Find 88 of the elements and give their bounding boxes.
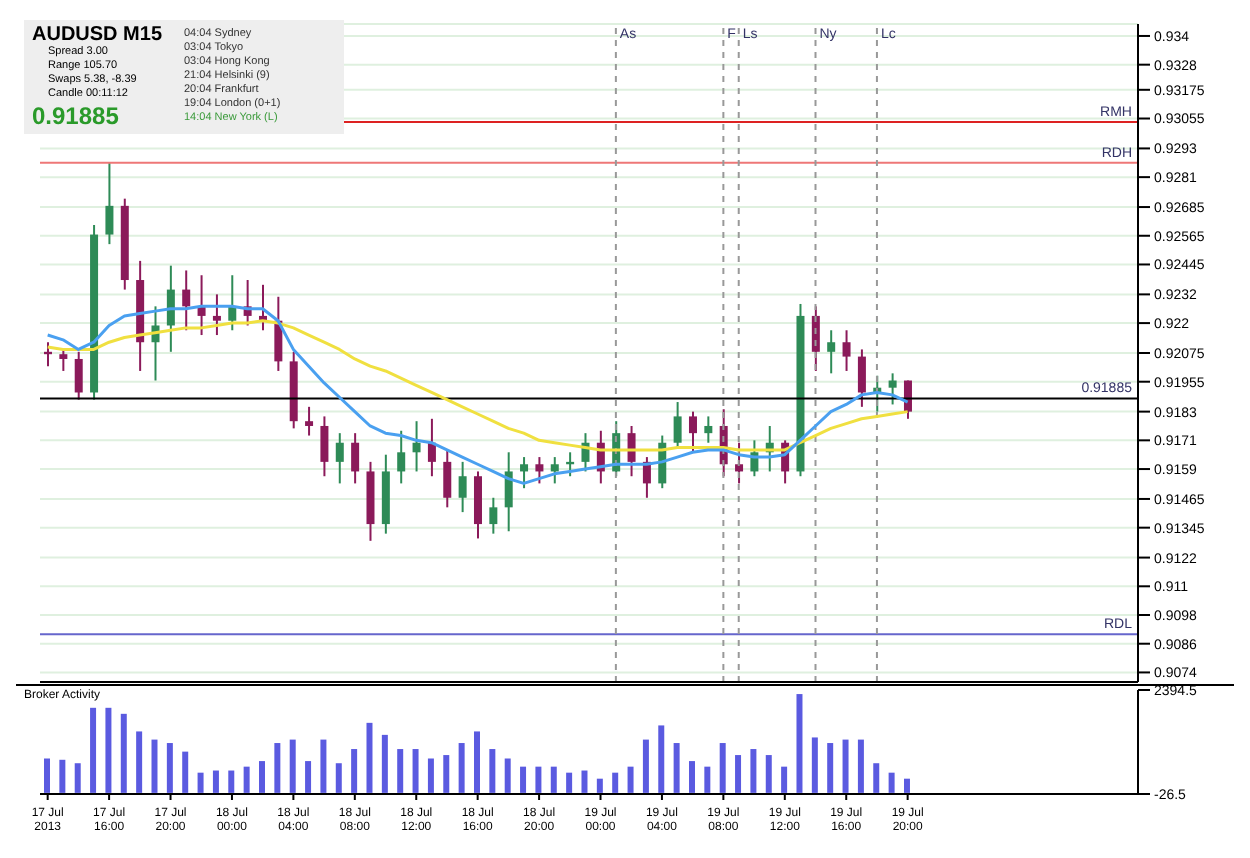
candlestick bbox=[228, 274, 237, 332]
candlestick bbox=[504, 451, 513, 533]
bar bbox=[735, 755, 742, 793]
bar bbox=[566, 772, 573, 793]
candlestick bbox=[182, 269, 191, 332]
candlestick bbox=[74, 350, 83, 401]
candlestick bbox=[427, 417, 436, 478]
bar bbox=[658, 725, 665, 793]
candlestick bbox=[704, 415, 713, 444]
bar bbox=[627, 766, 634, 793]
candlestick bbox=[842, 329, 851, 372]
bar bbox=[136, 731, 143, 793]
bar bbox=[351, 749, 358, 793]
bar bbox=[44, 758, 50, 793]
bar bbox=[873, 763, 880, 793]
bar bbox=[166, 743, 173, 793]
candlestick bbox=[535, 456, 544, 485]
bar bbox=[750, 749, 757, 793]
bar bbox=[642, 739, 649, 793]
candlestick bbox=[458, 460, 467, 514]
bar bbox=[842, 739, 849, 793]
bar bbox=[366, 722, 373, 793]
candlestick bbox=[443, 448, 452, 509]
candlestick bbox=[688, 410, 697, 454]
annotation: 0.91885 bbox=[32, 102, 121, 130]
candlestick bbox=[857, 348, 866, 408]
bar bbox=[596, 778, 603, 793]
bar bbox=[581, 770, 588, 793]
bar bbox=[397, 749, 404, 793]
bar bbox=[796, 694, 803, 793]
bar bbox=[258, 761, 265, 793]
bar bbox=[827, 743, 834, 793]
candlestick bbox=[320, 415, 329, 478]
bar bbox=[412, 749, 419, 793]
bar bbox=[688, 761, 695, 793]
bar bbox=[381, 734, 388, 793]
bar bbox=[228, 770, 235, 793]
candlestick bbox=[473, 470, 482, 540]
candlestick bbox=[673, 401, 682, 449]
bar bbox=[120, 713, 127, 793]
bar bbox=[888, 772, 895, 793]
bar bbox=[182, 751, 189, 793]
bar bbox=[520, 766, 527, 793]
bar bbox=[243, 766, 250, 793]
bar bbox=[903, 778, 910, 793]
bar bbox=[443, 755, 450, 793]
candlestick bbox=[888, 372, 897, 406]
bar bbox=[151, 739, 158, 793]
candlestick bbox=[59, 348, 68, 372]
bar bbox=[504, 758, 511, 793]
bar bbox=[473, 731, 480, 793]
bar bbox=[427, 758, 434, 793]
bar bbox=[612, 772, 619, 793]
candlestick bbox=[212, 293, 221, 337]
candlestick bbox=[397, 429, 406, 485]
candlestick bbox=[489, 496, 498, 535]
candlestick bbox=[520, 456, 529, 490]
candlestick bbox=[412, 420, 421, 473]
bar bbox=[765, 755, 772, 793]
candlestick bbox=[550, 456, 559, 485]
candlestick bbox=[351, 432, 360, 485]
bar bbox=[289, 739, 296, 793]
bar bbox=[811, 737, 818, 793]
bar bbox=[105, 707, 112, 793]
candlestick bbox=[335, 432, 344, 485]
bar bbox=[197, 772, 204, 793]
bar bbox=[59, 759, 66, 793]
bar bbox=[274, 743, 281, 793]
bar bbox=[74, 763, 81, 793]
candlestick bbox=[105, 161, 114, 246]
bar bbox=[535, 766, 542, 793]
bar bbox=[305, 761, 312, 793]
bar bbox=[212, 770, 219, 793]
candlestick bbox=[827, 329, 836, 375]
candlestick bbox=[627, 424, 636, 478]
bar bbox=[857, 739, 864, 793]
bar bbox=[550, 766, 557, 793]
chart-title: AUDUSD M15 bbox=[32, 24, 165, 46]
bar bbox=[320, 739, 327, 793]
bar bbox=[489, 749, 496, 793]
candlestick bbox=[305, 405, 314, 437]
bar bbox=[673, 743, 680, 793]
bar bbox=[719, 743, 726, 793]
bar bbox=[458, 743, 465, 793]
bar bbox=[781, 766, 788, 793]
bar bbox=[90, 707, 97, 793]
bar bbox=[704, 766, 711, 793]
bar bbox=[335, 763, 342, 793]
